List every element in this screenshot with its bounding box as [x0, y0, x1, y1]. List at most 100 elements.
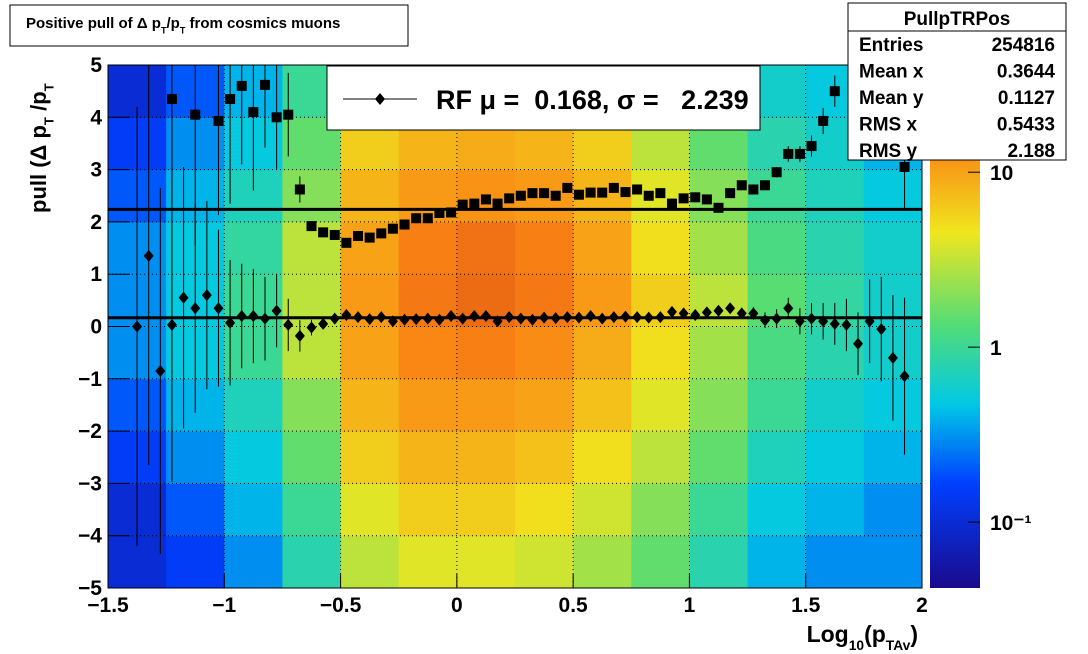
square-marker	[527, 188, 538, 199]
y-tick-label: −3	[78, 472, 102, 495]
heat-cell	[515, 483, 574, 537]
diamond-marker	[399, 313, 410, 326]
square-marker	[690, 192, 701, 203]
square-marker	[353, 231, 364, 242]
diamond-marker	[166, 318, 177, 331]
heat-cell	[282, 483, 342, 537]
diamond-marker	[539, 311, 550, 324]
diamond-marker	[132, 320, 143, 333]
diamond-marker	[480, 310, 491, 323]
chart-title-part: from cosmics muons	[185, 15, 340, 32]
heat-cell	[398, 431, 458, 484]
square-marker	[248, 107, 259, 118]
heat-cell	[340, 483, 400, 537]
square-marker	[411, 213, 422, 224]
diamond-marker	[736, 307, 747, 320]
heat-cell	[224, 535, 283, 589]
square-marker	[655, 188, 666, 199]
heat-cell	[224, 431, 283, 484]
diamond-marker	[573, 311, 584, 324]
heat-cell	[282, 169, 342, 223]
diamond-marker	[632, 311, 643, 324]
square-marker	[225, 93, 236, 104]
heat-cell	[515, 221, 574, 275]
y-axis-title-part: T	[42, 117, 57, 125]
chart-title-part: /p	[166, 15, 179, 32]
diamond-marker	[527, 313, 538, 326]
y-tick-label: −5	[78, 577, 102, 600]
heat-cell	[631, 431, 690, 484]
diamond-marker	[318, 317, 329, 330]
square-marker	[597, 187, 608, 198]
square-marker	[504, 193, 515, 204]
heat-cell	[515, 431, 574, 484]
heat-cell	[456, 431, 516, 484]
diamond-marker	[806, 312, 817, 325]
heat-cell	[573, 483, 632, 537]
y-tick-label: 1	[90, 263, 102, 286]
y-axis-title-part: T	[42, 83, 57, 91]
heat-cell	[573, 221, 632, 275]
diamond-marker	[620, 310, 631, 323]
heat-cell	[398, 483, 458, 537]
heat-cell	[631, 483, 690, 537]
x-axis-title-part: 10	[849, 638, 865, 653]
heat-cell	[456, 535, 516, 589]
heat-cell	[747, 169, 807, 223]
square-marker	[539, 188, 550, 199]
y-tick-label: 3	[90, 159, 102, 182]
z-tick-label: 1	[990, 337, 1002, 360]
square-marker	[899, 161, 910, 172]
diamond-marker	[259, 312, 270, 325]
square-marker	[387, 223, 398, 234]
y-tick-label: 0	[90, 316, 102, 339]
square-marker	[329, 229, 340, 240]
x-axis-title: Log10(pTAv)	[807, 621, 918, 653]
x-axis-title-part: (p	[864, 621, 886, 647]
square-marker	[283, 109, 294, 120]
heat-cell	[340, 326, 400, 380]
x-tick-label: 1.5	[791, 594, 821, 617]
heat-cell	[747, 431, 807, 484]
stats-value: 254816	[992, 35, 1055, 56]
square-marker	[318, 227, 329, 238]
heat-cell	[340, 378, 400, 432]
square-marker	[294, 184, 305, 195]
square-marker	[364, 232, 375, 243]
diamond-marker	[562, 311, 573, 324]
heat-cell	[863, 535, 923, 589]
heat-cell	[689, 326, 749, 380]
diamond-marker	[515, 312, 526, 325]
heat-cell	[456, 483, 516, 537]
heat-cell	[573, 378, 632, 432]
diamond-marker	[818, 315, 829, 328]
heat-cell	[282, 431, 342, 484]
heat-cell	[689, 378, 749, 432]
heat-cell	[631, 221, 690, 275]
heat-cell	[805, 535, 865, 589]
square-marker	[166, 93, 177, 104]
diamond-marker	[794, 315, 805, 328]
square-marker	[748, 184, 759, 195]
square-marker	[608, 182, 619, 193]
heat-cell	[515, 378, 574, 432]
heat-cell	[398, 326, 458, 380]
diamond-marker	[643, 311, 654, 324]
diamond-marker	[411, 313, 422, 326]
diamond-marker	[178, 291, 189, 304]
stats-title: PullpTRPos	[904, 9, 1011, 30]
square-marker	[666, 198, 677, 209]
chart-title: Positive pull of Δ pT/pT from cosmics mu…	[26, 15, 340, 35]
y-axis-title-part: /p	[26, 91, 51, 117]
square-marker	[794, 148, 805, 159]
diamond-marker	[876, 323, 887, 336]
diamond-marker	[376, 311, 387, 324]
heat-cell	[166, 431, 225, 484]
diamond-marker	[713, 304, 724, 317]
title-box	[9, 4, 409, 47]
diamond-marker	[457, 312, 468, 325]
diamond-marker	[364, 313, 375, 326]
x-tick-label: 1	[684, 594, 696, 617]
square-marker	[736, 180, 747, 191]
diamond-marker	[853, 337, 864, 350]
